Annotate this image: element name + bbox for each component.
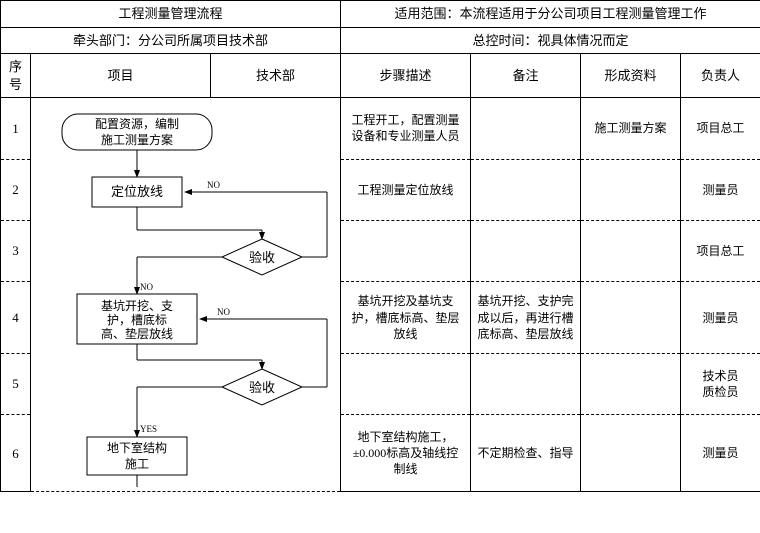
owner-3: 项目总工 (681, 220, 760, 281)
lead-dept-label: 牵头部门： (73, 33, 138, 48)
control-time-label: 总控时间： (473, 33, 538, 48)
node4-l1: 基坑开挖、支 (101, 298, 173, 313)
node6-l1: 地下室结构 (107, 440, 167, 455)
doc-1: 施工测量方案 (581, 98, 681, 159)
remark-4: 基坑开挖、支护完成以后，再进行槽底标高、垫层放线 (471, 282, 581, 354)
flowchart-svg: 配置资源，编制 施工测量方案 定位放线 验收 NO (37, 102, 347, 487)
lead-dept-cell: 牵头部门：分公司所属项目技术部 (1, 27, 341, 54)
col-remark: 备注 (471, 54, 581, 98)
doc-5 (581, 353, 681, 414)
node4-l2: 护，槽底标 (107, 312, 167, 327)
col-owner: 负责人 (681, 54, 760, 98)
step-4: 基坑开挖及基坑支护，槽底标高、垫层放线 (341, 282, 471, 354)
remark-3 (471, 220, 581, 281)
owner-1: 项目总工 (681, 98, 760, 159)
step-2: 工程测量定位放线 (341, 159, 471, 220)
scope-text: 本流程适用于分公司项目工程测量管理工作 (460, 6, 707, 21)
step-3 (341, 220, 471, 281)
node4-l3: 高、垫层放线 (101, 326, 173, 341)
scope-cell: 适用范围：本流程适用于分公司项目工程测量管理工作 (341, 1, 760, 28)
col-project: 项目 (31, 54, 211, 98)
node1-l1: 配置资源，编制 (95, 116, 179, 131)
owner-6: 测量员 (681, 415, 760, 492)
no-label-1b: NO (140, 282, 153, 292)
title-cell: 工程测量管理流程 (1, 1, 341, 28)
col-doc: 形成资料 (581, 54, 681, 98)
scope-label: 适用范围： (395, 6, 460, 21)
col-tech: 技术部 (211, 54, 341, 98)
seq-2: 2 (1, 159, 31, 220)
flowchart-area: 配置资源，编制 施工测量方案 定位放线 验收 NO (31, 98, 341, 492)
step-1: 工程开工，配置测量设备和专业测量人员 (341, 98, 471, 159)
seq-5: 5 (1, 353, 31, 414)
seq-4: 4 (1, 282, 31, 354)
col-step: 步骤描述 (341, 54, 471, 98)
node2-text: 定位放线 (111, 184, 163, 199)
no-label-2: NO (217, 307, 230, 317)
node1-l2: 施工测量方案 (101, 132, 173, 147)
owner-4: 测量员 (681, 282, 760, 354)
remark-2 (471, 159, 581, 220)
owner-2: 测量员 (681, 159, 760, 220)
seq-6: 6 (1, 415, 31, 492)
control-time-text: 视具体情况而定 (538, 33, 629, 48)
doc-4 (581, 282, 681, 354)
remark-5 (471, 353, 581, 414)
seq-1: 1 (1, 98, 31, 159)
doc-6 (581, 415, 681, 492)
owner-5: 技术员 质检员 (681, 353, 760, 414)
remark-6: 不定期检查、指导 (471, 415, 581, 492)
step-5 (341, 353, 471, 414)
no-label-1: NO (207, 180, 220, 190)
node5-text: 验收 (249, 380, 275, 395)
lead-dept-text: 分公司所属项目技术部 (138, 33, 268, 48)
step-6: 地下室结构施工，±0.000标高及轴线控制线 (341, 415, 471, 492)
process-table: 工程测量管理流程 适用范围：本流程适用于分公司项目工程测量管理工作 牵头部门：分… (0, 0, 760, 492)
col-seq: 序号 (1, 54, 31, 98)
yes-label-1: YES (140, 424, 157, 434)
node6-l2: 施工 (125, 457, 149, 471)
doc-2 (581, 159, 681, 220)
seq-3: 3 (1, 220, 31, 281)
remark-1 (471, 98, 581, 159)
node3-text: 验收 (249, 250, 275, 265)
control-time-cell: 总控时间：视具体情况而定 (341, 27, 760, 54)
doc-3 (581, 220, 681, 281)
